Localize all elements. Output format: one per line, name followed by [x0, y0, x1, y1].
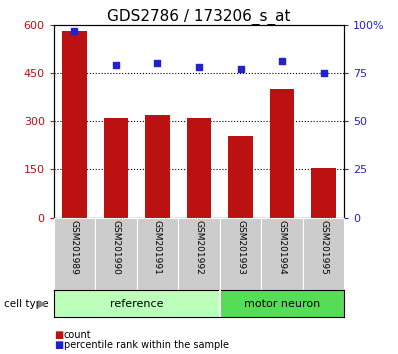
Point [237, 66, 244, 72]
Bar [187, 118, 211, 218]
Text: reference: reference [110, 298, 164, 309]
Text: GSM201993: GSM201993 [236, 220, 245, 275]
Bar [178, 218, 220, 290]
Bar [103, 118, 129, 218]
Bar [95, 218, 137, 290]
Text: ■: ■ [54, 340, 63, 350]
Bar [220, 290, 344, 317]
Text: cell type: cell type [4, 298, 49, 309]
Bar [269, 89, 295, 218]
Text: ▶: ▶ [37, 298, 46, 309]
Text: motor neuron: motor neuron [244, 298, 320, 309]
Point [71, 28, 78, 33]
Bar [220, 218, 261, 290]
Point [279, 59, 285, 64]
Text: GSM201991: GSM201991 [153, 220, 162, 275]
Text: GSM201994: GSM201994 [277, 220, 287, 275]
Bar [261, 218, 303, 290]
Text: ■: ■ [54, 330, 63, 339]
Bar [54, 290, 220, 317]
Text: GSM201989: GSM201989 [70, 220, 79, 275]
Bar [228, 136, 253, 218]
Bar [137, 218, 178, 290]
Text: GSM201992: GSM201992 [195, 220, 203, 275]
Point [154, 61, 161, 66]
Point [196, 64, 202, 70]
Text: GDS2786 / 173206_s_at: GDS2786 / 173206_s_at [107, 9, 291, 25]
Text: percentile rank within the sample: percentile rank within the sample [64, 340, 229, 350]
Point [320, 70, 327, 76]
Text: count: count [64, 330, 91, 339]
Bar [62, 31, 87, 218]
Bar [54, 218, 95, 290]
Bar [311, 168, 336, 218]
Bar [303, 218, 344, 290]
Point [113, 62, 119, 68]
Text: GSM201995: GSM201995 [319, 220, 328, 275]
Bar [145, 115, 170, 218]
Text: GSM201990: GSM201990 [111, 220, 121, 275]
